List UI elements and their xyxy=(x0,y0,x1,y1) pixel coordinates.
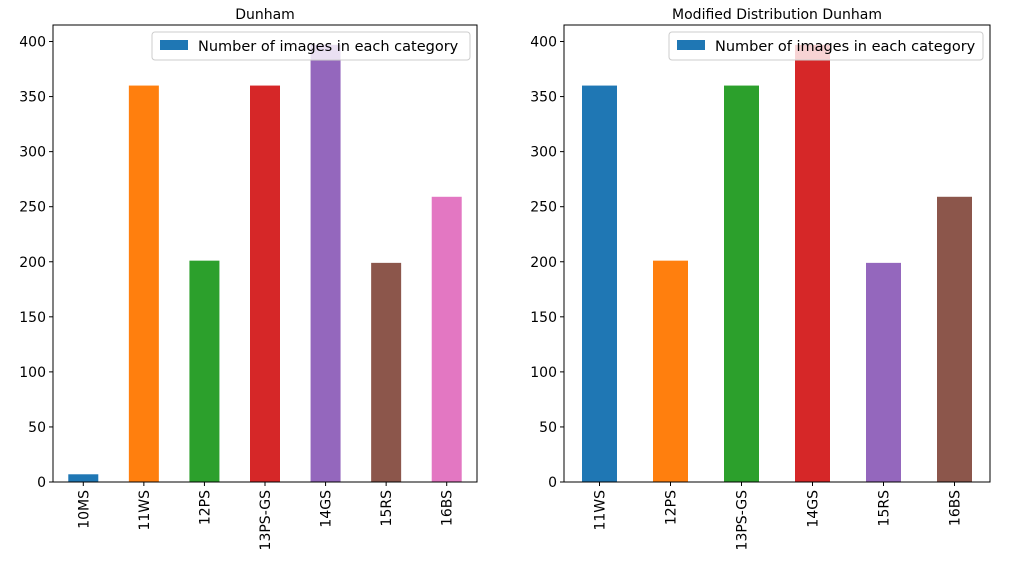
x-tick-label: 15RS xyxy=(379,490,395,527)
y-tick-label: 200 xyxy=(530,255,557,271)
legend xyxy=(151,31,471,61)
y-tick-label: 100 xyxy=(19,365,46,381)
bar-11ws xyxy=(128,85,159,483)
y-tick-label: 400 xyxy=(19,35,46,51)
x-tick-label: 16BS xyxy=(948,490,964,526)
chart-title: Dunham xyxy=(235,7,295,23)
bar-16bs xyxy=(937,196,972,482)
y-tick-label: 100 xyxy=(530,365,557,381)
legend-label: Number of images in each category xyxy=(715,39,976,55)
y-tick-label: 150 xyxy=(530,310,557,326)
y-tick-label: 250 xyxy=(19,200,46,216)
bar-12ps xyxy=(189,260,220,482)
y-tick-label: 150 xyxy=(19,310,46,326)
y-tick-label: 350 xyxy=(530,90,557,106)
bar-11ws xyxy=(582,85,617,483)
y-tick-label: 0 xyxy=(37,475,46,491)
x-tick-label: 11WS xyxy=(137,490,153,531)
x-tick-label: 15RS xyxy=(877,490,893,527)
y-tick-label: 200 xyxy=(19,255,46,271)
y-tick-label: 50 xyxy=(539,420,557,436)
bar-14gs xyxy=(795,44,830,482)
legend-label: Number of images in each category xyxy=(198,39,459,55)
bar-14gs xyxy=(310,44,341,482)
y-tick-label: 50 xyxy=(28,420,46,436)
x-tick-label: 12PS xyxy=(664,490,680,525)
y-tick-label: 0 xyxy=(548,475,557,491)
x-tick-label: 16BS xyxy=(440,490,456,526)
y-tick-label: 250 xyxy=(530,200,557,216)
legend-swatch xyxy=(677,40,705,50)
plot-frame xyxy=(563,24,991,483)
chart-modified-distribution-dunham: Modified Distribution Dunham 0 50 100 150 200… xyxy=(530,7,991,551)
x-tick-label: 11WS xyxy=(593,490,609,531)
x-tick-label: 14GS xyxy=(806,490,822,528)
bar-12ps xyxy=(653,260,688,482)
chart-dunham: Dunham 0 50 100 150 200 250 300 350 400 10MS 11WS 12… xyxy=(19,7,478,551)
legend-swatch xyxy=(160,40,188,50)
bar-13ps-gs xyxy=(724,85,759,483)
x-tick-label: 13PS-GS xyxy=(735,490,751,551)
bar-13ps-gs xyxy=(250,85,280,483)
x-tick-label: 12PS xyxy=(197,490,213,525)
y-tick-label: 300 xyxy=(19,145,46,161)
x-tick-label: 10MS xyxy=(76,490,92,529)
y-tick-label: 300 xyxy=(530,145,557,161)
bar-15rs xyxy=(371,262,402,482)
x-tick-label: 13PS-GS xyxy=(258,490,274,551)
chart-title: Modified Distribution Dunham xyxy=(672,7,882,23)
y-tick-label: 350 xyxy=(19,90,46,106)
y-tick-label: 400 xyxy=(530,35,557,51)
legend xyxy=(668,31,984,61)
x-tick-label: 14GS xyxy=(319,490,335,528)
bar-16bs xyxy=(431,196,462,482)
bar-15rs xyxy=(866,262,901,482)
bar-10ms xyxy=(68,474,99,482)
